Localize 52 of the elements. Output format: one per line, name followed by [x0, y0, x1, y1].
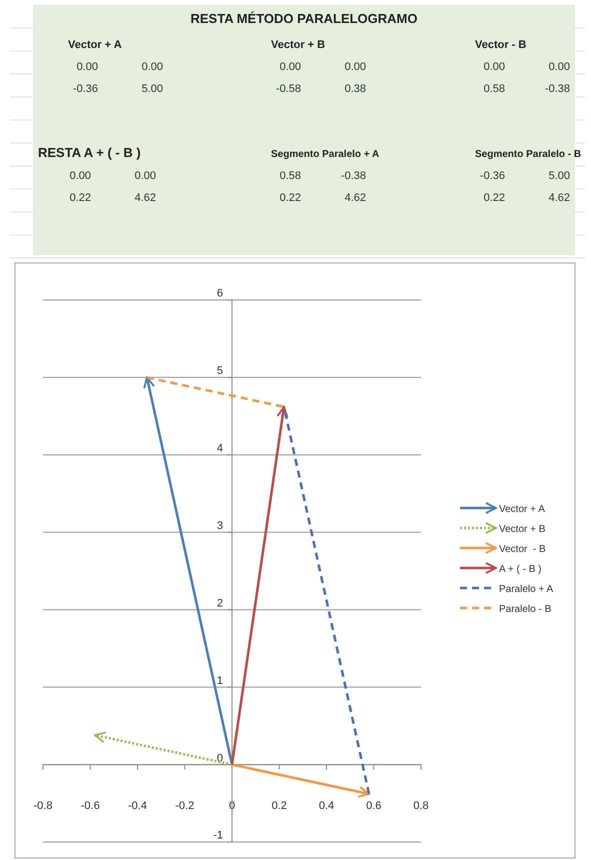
text: 0.00: [484, 61, 505, 73]
x-tick-label: 0.8: [413, 800, 429, 812]
legend-label: Vector + B: [499, 524, 546, 535]
x-tick-label: -0.4: [128, 800, 147, 812]
text: 0.22: [280, 192, 301, 204]
text: Vector + B: [271, 39, 326, 51]
x-tick-label: 0.6: [366, 800, 382, 812]
text: 0.00: [280, 61, 301, 73]
legend-label: A + ( - B ): [499, 564, 542, 575]
y-tick-label: 2: [216, 597, 223, 610]
text: -0.36: [480, 170, 505, 182]
x-tick-label: -0.8: [34, 800, 52, 812]
y-tick-label: 4: [216, 442, 223, 455]
y-tick-label: -1: [213, 830, 223, 842]
text: 0.38: [344, 83, 366, 95]
legend-label: Vector + A: [499, 504, 546, 515]
text: 0.58: [484, 83, 505, 95]
y-tick-label: 1: [216, 674, 223, 687]
x-tick-label: -0.2: [175, 800, 194, 812]
text: -0.36: [72, 83, 98, 95]
text: Segmento Paralelo - B: [475, 149, 582, 160]
chart-title: RESTA MÉTODO PARALELOGRAMO: [190, 11, 418, 26]
text: -0.38: [544, 83, 570, 95]
text: 4.62: [344, 192, 366, 204]
text: -0.58: [276, 83, 301, 95]
text: 0.00: [344, 61, 366, 73]
text: 0.22: [484, 192, 505, 204]
text: 5.00: [548, 170, 570, 182]
text: 4.62: [134, 192, 156, 204]
text: 0.00: [134, 170, 156, 182]
x-tick-label: -0.6: [80, 800, 100, 812]
text: 0.00: [76, 61, 98, 73]
legend-label: Paralelo + A: [499, 584, 554, 595]
text: 0.00: [548, 61, 570, 73]
y-tick-label: 3: [216, 520, 223, 532]
text: RESTA A + ( - B ): [38, 145, 141, 160]
text: Vector - B: [475, 39, 526, 51]
text: Segmento Paralelo + A: [271, 149, 380, 160]
text: 0.00: [142, 61, 163, 73]
text: 0.22: [70, 192, 91, 204]
x-tick-label: 0.4: [318, 800, 334, 812]
y-tick-label: 6: [216, 288, 223, 300]
legend-label: Paralelo - B: [499, 604, 552, 615]
text: 5.00: [142, 83, 163, 95]
y-tick-label: 5: [216, 365, 223, 378]
x-tick-label: 0.2: [272, 800, 287, 812]
text: 0.00: [70, 170, 91, 182]
text: 0.58: [280, 170, 301, 182]
legend-label: Vector - B: [499, 544, 546, 555]
text: 4.62: [548, 192, 570, 204]
text: Vector + A: [68, 39, 122, 51]
text: -0.38: [340, 170, 366, 182]
